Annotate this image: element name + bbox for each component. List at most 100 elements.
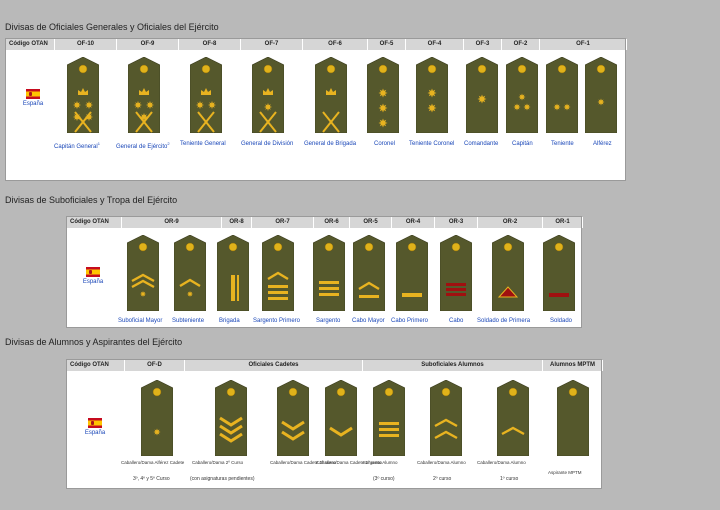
spain-flag-icon: [86, 267, 100, 277]
rank-sargento-primero[interactable]: Sargento Primero: [253, 318, 301, 324]
rank-general-brigada[interactable]: General de Brigada: [304, 141, 357, 147]
rank-cabo-mayor[interactable]: Cabo Mayor: [352, 318, 385, 324]
epaulette-of8: [189, 56, 223, 134]
course-label-3curso: (3º curso): [373, 476, 395, 482]
header-of6: OF-6: [303, 39, 368, 50]
rank-soldado[interactable]: Soldado: [550, 318, 573, 324]
cadet-label-alumno-1: Caballero/Dama Alumno: [477, 460, 526, 465]
header-code: Código OTAN: [67, 217, 122, 228]
epaulette-or2-primera: [491, 234, 525, 312]
epaulette-of7: [251, 56, 285, 134]
rank-comandante[interactable]: Comandante: [464, 141, 499, 147]
epaulette-of1-alferez: [584, 56, 618, 134]
epaulette-sargento-alumno: [372, 379, 406, 457]
epaulette-of9: [127, 56, 161, 134]
rank-sargento[interactable]: Sargento: [316, 318, 341, 324]
section-title-officers: Divisas de Oficiales Generales y Oficial…: [5, 22, 219, 32]
cadets-table: Código OTAN OF-D Oficiales Cadetes Subof…: [66, 359, 603, 489]
epaulette-mptm: [556, 379, 590, 457]
header-of5: OF-5: [368, 39, 406, 50]
header-of10: OF-10: [55, 39, 117, 50]
epaulette-or6: [261, 234, 295, 312]
epaulette-cadete-1: [324, 379, 358, 457]
epaulette-ofd: [140, 379, 174, 457]
rank-soldado-primera[interactable]: Soldado de Primera: [477, 318, 531, 324]
officers-header-row: Código OTAN OF-10 OF-9 OF-8 OF-7 OF-6 OF…: [6, 39, 627, 50]
course-label-2curso: 2º curso: [433, 476, 452, 482]
country-spain[interactable]: España: [78, 418, 112, 436]
rank-teniente-general[interactable]: Teniente General: [180, 141, 226, 147]
rank-teniente[interactable]: Teniente: [551, 141, 574, 147]
section-title-ncos: Divisas de Suboficiales y Tropa del Ejér…: [5, 195, 178, 205]
epaulette-of2: [505, 56, 539, 134]
epaulette-or7: [216, 234, 250, 312]
header-of2: OF-2: [502, 39, 540, 50]
header-or1: OR-1: [543, 217, 583, 228]
header-of4: OF-4: [406, 39, 464, 50]
spain-flag-icon: [26, 89, 40, 99]
header-of3: OF-3: [464, 39, 502, 50]
header-or6: OR-6: [314, 217, 350, 228]
header-of1: OF-1: [540, 39, 627, 50]
rank-coronel[interactable]: Coronel: [374, 141, 396, 147]
epaulette-of3: [465, 56, 499, 134]
epaulette-or9: [126, 234, 160, 312]
cadet-label-alferez: Caballero/Dama Alférez Cadete: [121, 460, 185, 465]
rank-teniente-coronel[interactable]: Teniente Coronel: [409, 141, 455, 147]
rank-general-division[interactable]: General de División: [241, 141, 294, 147]
header-alumnos-mptm: Alumnos MPTM: [543, 360, 603, 371]
country-label[interactable]: España: [22, 101, 44, 107]
header-or8: OR-8: [222, 217, 252, 228]
rank-brigada[interactable]: Brigada: [219, 318, 240, 324]
epaulette-or3: [395, 234, 429, 312]
header-of7: OF-7: [241, 39, 303, 50]
header-suboficiales-alumnos: Suboficiales Alumnos: [363, 360, 543, 371]
country-label[interactable]: España: [82, 279, 104, 285]
course-label-1curso: 1º curso: [500, 476, 519, 482]
header-or7: OR-7: [252, 217, 314, 228]
country-spain[interactable]: España: [76, 267, 110, 285]
epaulette-alumno-2: [429, 379, 463, 457]
epaulette-or8: [173, 234, 207, 312]
epaulette-of10: [66, 56, 100, 134]
cadet-label-cadete1: Caballero/Dama Cadete 1º curso: [316, 460, 382, 465]
ncos-header-row: Código OTAN OR-9 OR-8 OR-7 OR-6 OR-5 OR-…: [67, 217, 583, 228]
header-of8: OF-8: [179, 39, 241, 50]
country-spain[interactable]: España: [16, 89, 50, 107]
epaulette-of4: [415, 56, 449, 134]
epaulette-alumno-1: [496, 379, 530, 457]
rank-general-ejercito[interactable]: General de Ejército2: [116, 141, 170, 150]
country-label[interactable]: España: [84, 430, 106, 436]
epaulette-cadete-pendientes: [214, 379, 248, 457]
rank-alferez[interactable]: Alférez: [593, 141, 612, 147]
course-label-pendientes: (con asignaturas pendientes): [190, 476, 255, 482]
epaulette-or5: [312, 234, 346, 312]
header-oficiales-cadetes: Oficiales Cadetes: [185, 360, 363, 371]
epaulette-cadete-2: [276, 379, 310, 457]
epaulette-or1: [542, 234, 576, 312]
cadets-header-row: Código OTAN OF-D Oficiales Cadetes Subof…: [67, 360, 603, 371]
course-label-ofd: 3º, 4º y 5º Curso: [133, 476, 170, 482]
rank-suboficial-mayor[interactable]: Suboficial Mayor: [118, 318, 163, 324]
rank-capitan[interactable]: Capitán: [512, 141, 533, 147]
ncos-table: Código OTAN OR-9 OR-8 OR-7 OR-6 OR-5 OR-…: [66, 216, 583, 328]
epaulette-of1: [545, 56, 579, 134]
cadet-label-alumno-2: Caballero/Dama Alumno: [417, 460, 466, 465]
cadet-label-cadete2: Caballero/Dama Cadete 2º curso: [270, 460, 336, 465]
rank-capitan-general[interactable]: Capitán General1: [54, 141, 100, 150]
rank-cabo-primero[interactable]: Cabo Primero: [391, 318, 429, 324]
epaulette-of5: [366, 56, 400, 134]
section-title-cadets: Divisas de Alumnos y Aspirantes del Ejér…: [5, 337, 183, 347]
header-code: Código OTAN: [67, 360, 125, 371]
cadet-label-mptm: Aspirante MPTM: [548, 470, 582, 475]
cadet-label-2curso: Caballero/Dama 2º Curso: [192, 460, 244, 465]
rank-subteniente[interactable]: Subteniente: [172, 318, 205, 324]
header-or3: OR-3: [435, 217, 478, 228]
header-of9: OF-9: [117, 39, 179, 50]
spain-flag-icon: [88, 418, 102, 428]
epaulette-or4: [352, 234, 386, 312]
header-or5: OR-5: [350, 217, 392, 228]
header-or4: OR-4: [392, 217, 435, 228]
header-or9: OR-9: [122, 217, 222, 228]
rank-cabo[interactable]: Cabo: [449, 318, 464, 324]
